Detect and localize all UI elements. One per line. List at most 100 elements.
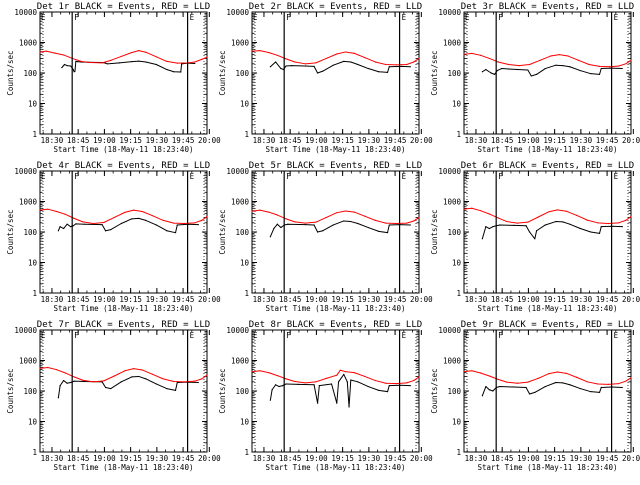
lld-point [173,222,175,224]
lld-point [395,222,397,225]
lld-point [276,374,278,377]
lld-point [576,376,578,378]
events-point [488,389,490,391]
lld-point [268,51,270,54]
events-point [304,223,306,226]
events-point [66,223,68,225]
panel-det-2: Det 2r BLACK = Events, RED = LLD 1 10 100 10… [218,2,433,154]
events-point [194,62,196,65]
marker-label-E-left: E [41,331,46,340]
x-tick-label: 19:00 [517,136,540,145]
panel-det-4: Det 4r BLACK = Events, RED = LLD 1 10 100 10… [6,161,221,313]
x-tick-label: 19:45 [596,136,619,145]
lld-point [336,212,338,214]
events-point [138,217,140,219]
events-point [346,381,348,383]
x-tick-label: 19:30 [570,136,593,145]
lld-point [54,52,56,54]
x-tick-label: 18:45 [67,295,90,304]
lld-point [395,382,397,385]
x-tick-label: 19:30 [358,295,381,304]
y-tick-label: 10 [28,100,38,109]
y-tick-label: 100 [23,387,37,396]
marker-label-F: F [498,172,503,181]
lld-series-line [251,50,420,66]
plot-frame [251,11,420,135]
events-point [332,224,334,226]
events-point [70,381,72,384]
x-tick-label: 20:00 [198,295,221,304]
y-tick-label: 10 [452,259,462,268]
lld-point [64,213,66,215]
y-tick-label: 1000 [443,198,462,207]
events-point [378,230,380,232]
panel-title: Det 2r BLACK = Events, RED = LLD [249,2,422,12]
events-point [155,383,157,385]
y-tick-label: 1 [244,448,249,457]
x-tick-label: 18:45 [67,136,90,145]
x-tick-label: 19:45 [172,136,195,145]
events-point [555,381,557,384]
events-point [507,68,510,70]
lld-point [73,376,75,378]
events-point [285,65,287,67]
lld-point [120,55,122,58]
x-tick-label: 19:15 [119,136,142,145]
y-tick-label: 1 [244,289,249,298]
panel-det-5: Det 5r BLACK = Events, RED = LLD 1 10 100 10… [218,161,433,313]
lld-point [565,210,567,212]
lld-point [353,211,355,213]
y-tick-label: 1 [32,448,37,457]
x-tick-label: 19:15 [119,295,142,304]
x-tick-label: 19:15 [119,454,142,463]
lld-point [625,380,627,382]
lld-point [56,210,58,213]
lld-series-line [463,207,632,224]
lld-point [113,216,115,219]
events-point [197,381,199,384]
events-point [485,385,487,388]
lld-point [618,222,620,224]
events-point [569,223,571,225]
events-point [316,402,319,404]
lld-point [598,65,601,67]
events-point [562,64,564,67]
panel-det-7: Det 7r BLACK = Events, RED = LLD 1 10 100 10… [6,320,221,472]
marker-label-E-left: E [41,13,46,22]
events-point [492,390,494,392]
events-point [544,385,546,388]
lld-point [516,222,518,224]
x-tick-label: 18:45 [279,295,302,304]
events-point [357,381,359,383]
lld-point [285,378,287,380]
events-point [280,67,282,70]
lld-point [597,383,599,385]
x-tick-label: 18:45 [279,454,302,463]
lld-series-line [39,366,208,383]
events-point [598,391,601,393]
lld-point [463,371,465,373]
x-tick-label: 20:00 [410,454,433,463]
y-tick-label: 10000 [438,8,461,17]
events-point [535,73,538,75]
events-point [63,379,65,382]
lld-series-line [463,52,632,68]
events-point [525,386,527,389]
lld-series-line [39,208,208,224]
x-axis-label: Start Time (18-May-11 18:23:40) [54,304,194,313]
lld-point [577,59,580,61]
y-axis-label: Counts/sec [430,209,439,254]
y-tick-label: 100 [23,228,37,237]
events-point [494,73,496,75]
events-point [278,385,280,388]
events-point [513,386,515,388]
events-point [176,224,178,226]
y-tick-label: 1000 [231,198,250,207]
lld-point [576,214,578,217]
marker-label-F: F [498,13,503,22]
x-tick-label: 19:00 [305,295,328,304]
events-point [330,383,333,385]
x-tick-label: 18:30 [253,136,276,145]
events-point [485,226,487,228]
lld-point [344,371,347,373]
